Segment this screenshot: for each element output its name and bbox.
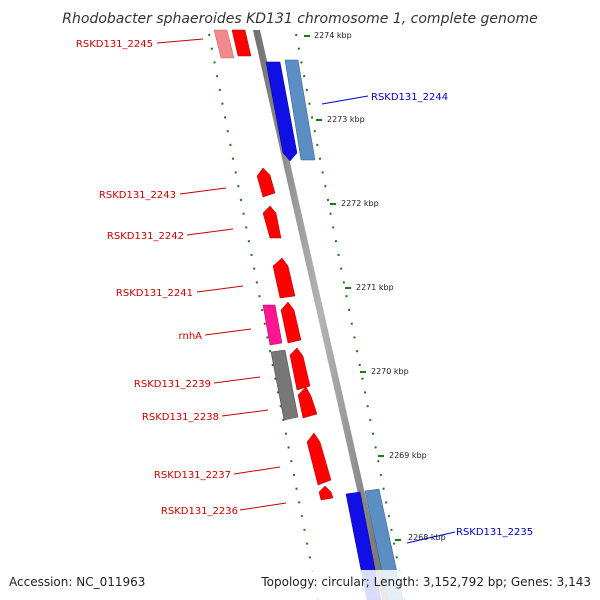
gene-rskd131-2237[interactable]: RSKD131_2237 [154,432,332,486]
gene-label: RSKD131_2241 [116,288,193,299]
gene-label: RSKD131_2235 [456,527,533,538]
gene-label: RSKD131_2237 [154,470,231,481]
gene-rskd131-2242[interactable]: RSKD131_2242 [107,205,282,242]
scale-2272: 2272 kbp [330,199,379,208]
scale-2268: 2268 kbp [395,533,446,542]
scale-label: 2268 kbp [408,533,446,542]
scale-label: 2271 kbp [356,283,394,292]
scale-label: 2270 kbp [371,367,409,376]
gene-rskd131-2241[interactable]: RSKD131_2241 [116,257,296,299]
gene-label: RSKD131_2242 [107,231,184,242]
gene-rskd131-2238[interactable]: RSKD131_2238 [142,386,318,423]
gene-label: rnhA [179,331,203,342]
scale-label: 2274 kbp [314,31,352,40]
gene-label: RSKD131_2239 [134,379,211,390]
gene-rskd131-2236[interactable]: RSKD131_2236 [161,485,334,517]
genome-summary-text: Topology: circular; Length: 3,152,792 bp… [260,575,591,589]
gene-rskd131-2244[interactable]: RSKD131_2244 [265,59,448,162]
gene-rskd131-2245[interactable]: RSKD131_2245 [76,29,252,59]
gene-rskd131-2243[interactable]: RSKD131_2243 [99,167,276,201]
scale-label: 2269 kbp [389,451,427,460]
scale-2273: 2273 kbp [316,115,365,124]
gene-label: RSKD131_2243 [99,190,176,201]
map-title: Rhodobacter sphaeroides KD131 chromosome… [62,11,537,27]
gene-rnha[interactable]: rnhA [179,301,302,346]
scale-2270: 2270 kbp [360,367,409,376]
scale-label: 2273 kbp [327,115,365,124]
scale-2271: 2271 kbp [345,283,394,292]
gene-label: RSKD131_2238 [142,412,219,423]
gene-label: RSKD131_2245 [76,39,153,50]
scale-2274: 2274 kbp [304,31,352,40]
footer-background [0,570,600,600]
gene-label: RSKD131_2236 [161,506,238,517]
chromosome-backbone [253,30,389,600]
gene-rskd131-2239[interactable]: RSKD131_2239 [134,347,311,421]
accession-text: Accession: NC_011963 [9,575,145,589]
scale-label: 2272 kbp [341,199,379,208]
gene-label: RSKD131_2244 [371,92,448,103]
scale-2269: 2269 kbp [378,451,427,460]
